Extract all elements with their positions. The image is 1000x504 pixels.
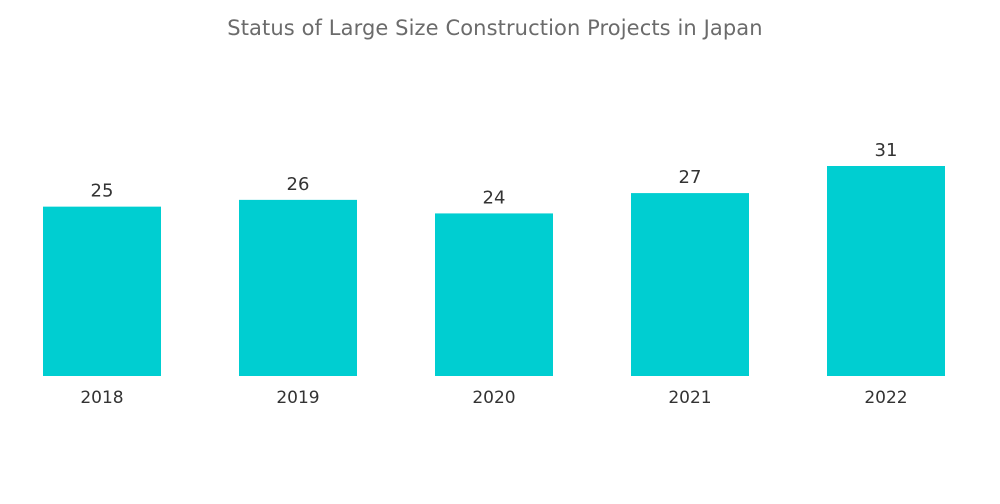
x-tick-label-2021: 2021 bbox=[668, 388, 711, 408]
data-label-2021: 27 bbox=[679, 167, 702, 188]
value-labels-layer: 25 26 24 27 31 bbox=[91, 140, 898, 208]
chart-title: Status of Large Size Construction Projec… bbox=[227, 16, 763, 40]
data-label-2018: 25 bbox=[91, 181, 114, 202]
bar-2018 bbox=[43, 206, 161, 376]
data-label-2020: 24 bbox=[483, 187, 506, 208]
bars-layer bbox=[43, 166, 945, 376]
data-label-2022: 31 bbox=[875, 140, 898, 161]
data-label-2019: 26 bbox=[287, 174, 310, 195]
bar-2020 bbox=[435, 213, 553, 376]
x-axis-ticks-layer: 2018 2019 2020 2021 2022 bbox=[80, 388, 907, 408]
bar-2021 bbox=[631, 193, 749, 376]
bar-2022 bbox=[827, 166, 945, 376]
x-tick-label-2019: 2019 bbox=[276, 388, 319, 408]
x-tick-label-2018: 2018 bbox=[80, 388, 123, 408]
x-tick-label-2022: 2022 bbox=[864, 388, 907, 408]
bar-2019 bbox=[239, 199, 357, 376]
x-tick-label-2020: 2020 bbox=[472, 388, 515, 408]
